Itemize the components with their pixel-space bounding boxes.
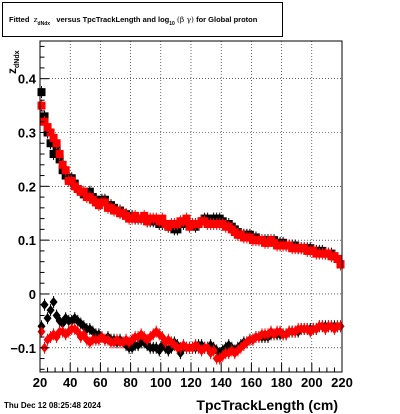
y-tick-label: 0.4 xyxy=(18,72,37,87)
data-point xyxy=(49,297,58,308)
series-1 xyxy=(37,99,345,271)
grid-lines xyxy=(40,41,342,372)
y-tick-label: 0.3 xyxy=(18,125,36,140)
data-point xyxy=(158,214,167,223)
data-point xyxy=(43,123,52,132)
title-middle: versus TpcTrackLength and log xyxy=(56,15,170,24)
data-point xyxy=(55,150,64,159)
axis-ticks xyxy=(39,45,343,372)
data-point xyxy=(61,166,70,175)
tick-labels: 20 40 60 80 100 120 140 160 180 200 220 −0.1 0 0.1 0.2… xyxy=(10,72,353,390)
series-3 xyxy=(37,320,345,365)
x-tick-label: 120 xyxy=(180,375,202,390)
x-tick-label: 140 xyxy=(210,375,232,390)
x-tick-label: 200 xyxy=(301,375,323,390)
data-point xyxy=(100,198,109,207)
timestamp: Thu Dec 12 08:25:48 2024 xyxy=(4,401,101,410)
data-point xyxy=(49,133,58,142)
data-point xyxy=(58,160,67,169)
data-point xyxy=(182,214,191,223)
data-point xyxy=(336,260,345,269)
title-prefix: Fitted xyxy=(9,15,30,24)
x-tick-label: 80 xyxy=(123,375,137,390)
chart-title: Fitted zdNdx versus TpcTrackLength and l… xyxy=(9,15,258,27)
y-tick-label: 0 xyxy=(29,287,36,302)
y-axis-label: zdNdx xyxy=(5,50,21,74)
data-point xyxy=(43,313,52,324)
data-point xyxy=(46,128,55,137)
data-point xyxy=(333,254,342,263)
data-point xyxy=(37,101,46,110)
title-z-subscript: dNdx xyxy=(37,21,51,27)
x-tick-label: 40 xyxy=(63,375,77,390)
title-log-subscript: 10 xyxy=(169,21,175,27)
data-point xyxy=(67,176,76,185)
y-axis-label-subscript: dNdx xyxy=(14,50,21,68)
data-point xyxy=(37,88,46,97)
x-tick-label: 160 xyxy=(241,375,263,390)
title-beta-gamma: (β γ) xyxy=(176,15,194,24)
data-point xyxy=(40,117,49,126)
data-point xyxy=(46,139,55,148)
y-axis-label-group: zdNdx xyxy=(5,50,21,74)
x-tick-label: 60 xyxy=(93,375,107,390)
title-suffix: for Global proton xyxy=(196,15,258,24)
data-point xyxy=(140,211,149,220)
data-point xyxy=(52,139,61,148)
data-point xyxy=(46,305,55,316)
data-point xyxy=(37,326,46,337)
y-tick-label: −0.1 xyxy=(10,341,36,356)
data-point xyxy=(40,299,49,310)
title-box: Fitted zdNdx versus TpcTrackLength and l… xyxy=(2,2,283,37)
data-point xyxy=(79,187,88,196)
data-points xyxy=(37,86,345,365)
y-axis-label-main: z xyxy=(5,68,19,74)
x-tick-label: 220 xyxy=(331,375,353,390)
x-tick-label: 20 xyxy=(33,375,47,390)
x-tick-label: 100 xyxy=(150,375,172,390)
y-tick-label: 0.1 xyxy=(18,233,36,248)
data-point xyxy=(209,345,218,356)
data-point xyxy=(49,150,58,159)
data-point xyxy=(122,334,131,345)
y-tick-label: 0.2 xyxy=(18,179,36,194)
x-axis-label: TpcTrackLength (cm) xyxy=(196,397,338,413)
title-z: z xyxy=(33,15,38,24)
x-tick-label: 180 xyxy=(271,375,293,390)
